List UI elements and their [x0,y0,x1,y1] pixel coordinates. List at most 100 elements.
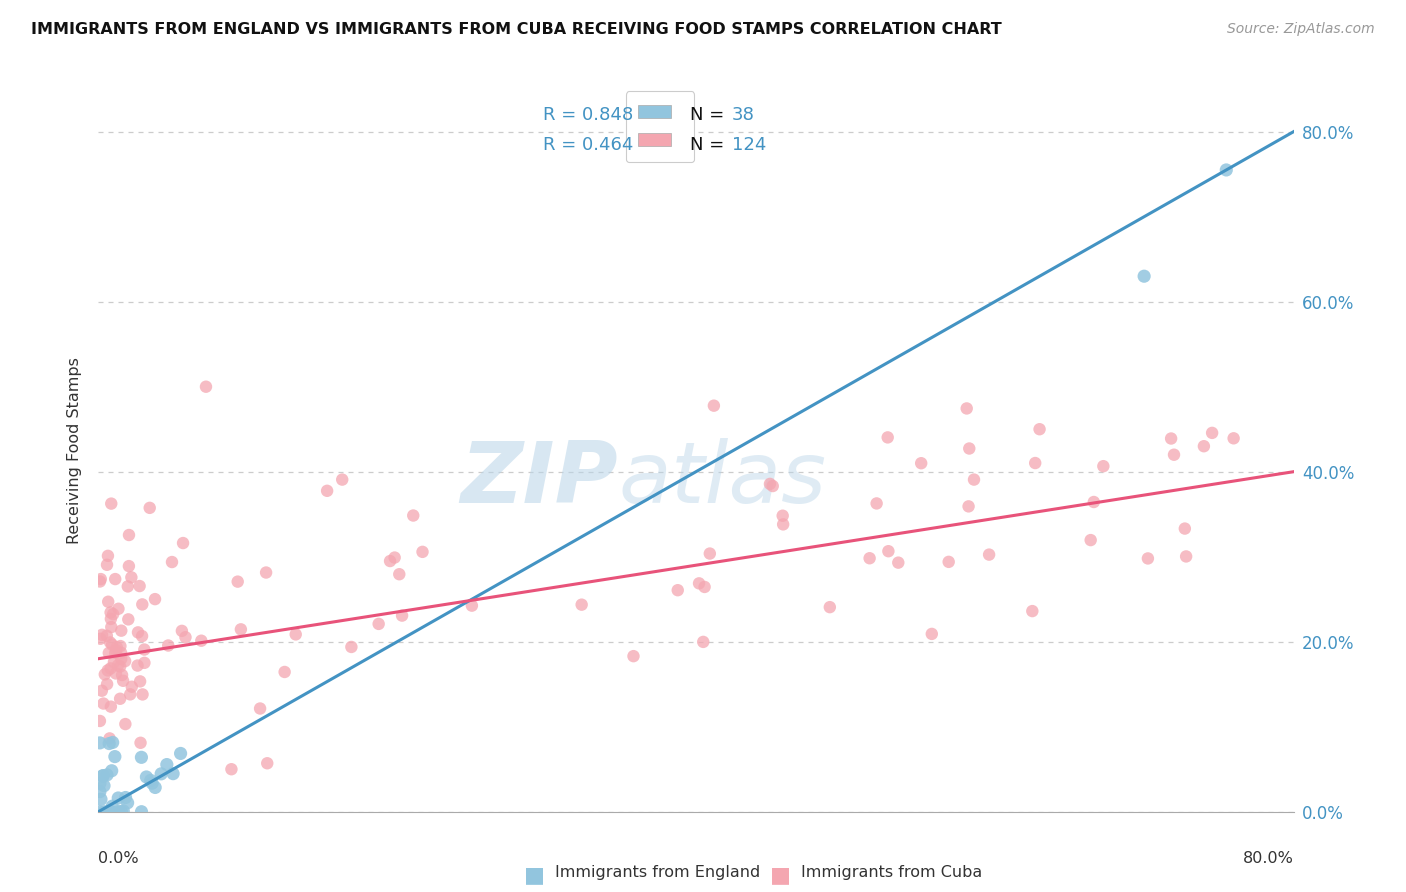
Point [865,496,887,510]
Point [1083,495,1105,509]
Point [1092,459,1115,474]
Text: ■: ■ [524,865,544,885]
Point [157,639,180,653]
Point [316,483,339,498]
Point [1028,422,1050,436]
Point [100,612,122,626]
Point [100,606,122,620]
Point [143,780,166,795]
Point [97,595,120,609]
Point [143,592,166,607]
Point [96,677,118,691]
Point [378,554,401,568]
Point [127,658,149,673]
Point [135,770,157,784]
Point [1174,522,1197,536]
Point [101,735,124,749]
Point [118,528,141,542]
Text: R = 0.464: R = 0.464 [543,136,633,154]
Point [156,757,179,772]
Point [97,805,120,819]
Point [402,508,425,523]
Point [938,555,960,569]
Point [759,476,782,491]
Point [229,623,252,637]
Point [412,545,434,559]
Point [956,401,979,416]
Point [90,683,112,698]
Point [330,473,353,487]
Point [100,661,122,675]
Point [98,635,121,649]
Point [772,517,794,532]
Point [93,779,115,793]
Point [107,805,129,819]
Legend: , : , [626,91,695,162]
Point [127,625,149,640]
Text: 38: 38 [733,105,755,124]
Point [97,664,120,678]
Text: 0.0%: 0.0% [98,852,139,866]
Point [118,559,141,574]
Point [117,579,139,593]
Point [98,805,121,819]
Point [1175,549,1198,564]
Point [131,805,153,819]
Point [94,667,117,681]
Point [131,750,153,764]
Point [107,601,129,615]
Point [190,633,212,648]
Text: atlas: atlas [619,438,827,521]
Point [101,799,124,814]
Point [101,607,124,622]
Point [105,643,128,657]
Point [1133,269,1156,284]
Point [391,608,413,623]
Point [111,668,134,682]
Point [89,805,111,819]
Text: Immigrants from England: Immigrants from England [555,865,761,880]
Point [1163,448,1185,462]
Point [1160,432,1182,446]
Point [131,687,153,701]
Point [121,680,143,694]
Point [101,638,124,652]
Point [877,544,900,558]
Text: ZIP: ZIP [461,438,619,521]
Point [623,649,645,664]
Point [100,805,122,819]
Point [174,630,197,644]
Point [134,642,156,657]
Point [226,574,249,589]
Point [131,598,153,612]
Text: R = 0.848: R = 0.848 [543,105,633,124]
Point [273,665,295,679]
Point [91,769,114,783]
Y-axis label: Receiving Food Stamps: Receiving Food Stamps [67,357,83,544]
Point [172,536,194,550]
Point [195,380,218,394]
Point [129,674,152,689]
Point [89,776,111,790]
Point [1222,431,1244,445]
Point [692,635,714,649]
Point [100,699,122,714]
Point [138,500,160,515]
Point [89,574,111,589]
Point [100,805,122,819]
Point [117,796,139,810]
Point [887,556,910,570]
Point [110,652,132,666]
Point [114,654,136,668]
Point [107,658,129,673]
Point [90,572,112,586]
Point [169,747,191,761]
Point [112,804,135,818]
Point [340,640,363,654]
Point [170,624,193,638]
Text: 124: 124 [733,136,766,154]
Point [957,442,980,456]
Point [89,632,111,646]
Point [105,640,128,655]
Point [114,717,136,731]
